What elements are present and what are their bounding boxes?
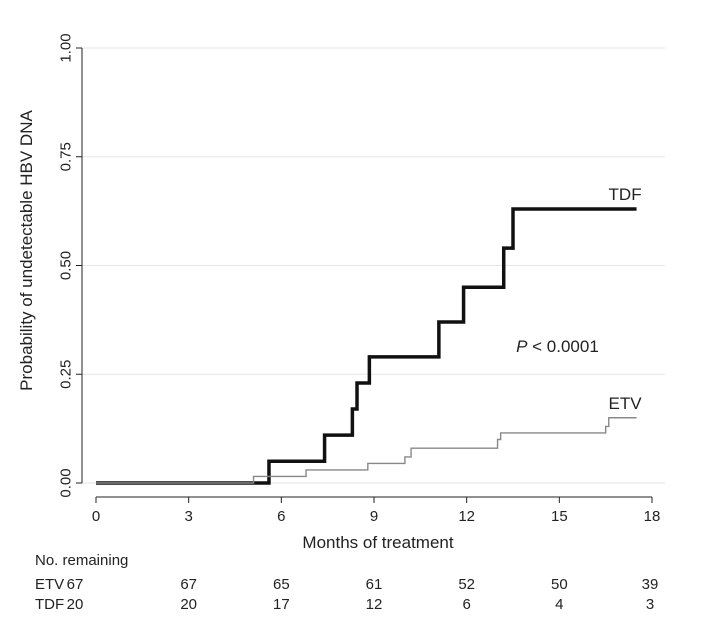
grid [82, 47, 665, 484]
p-value-annotation: P < 0.0001 [516, 337, 599, 356]
x-tick-label: 3 [184, 508, 192, 525]
series-line-tdf [96, 207, 637, 485]
risk-table-title: No. remaining [35, 552, 129, 569]
series-line-etv [96, 417, 637, 484]
risk-cell: 65 [272, 576, 290, 593]
risk-cell: 6 [462, 596, 471, 613]
x-tick-label: 0 [92, 508, 100, 525]
risk-cell: 52 [458, 576, 475, 593]
risk-cell: 17 [272, 596, 290, 613]
y-tick-label: 0.75 [58, 142, 75, 171]
risk-cell: 20 [180, 596, 197, 613]
x-tick-label: 15 [551, 508, 568, 525]
series-label-etv: ETV [609, 394, 643, 413]
risk-cell: 4 [555, 596, 564, 613]
x-tick-label: 6 [277, 508, 285, 525]
x-tick-label: 12 [458, 508, 475, 525]
risk-cell: 50 [550, 576, 568, 593]
x-axis-title: Months of treatment [302, 533, 453, 552]
y-tick-label: 1.00 [58, 33, 75, 62]
risk-row-label-tdf: TDF [35, 596, 65, 613]
p-value-text: < 0.0001 [527, 337, 598, 356]
risk-row-label-etv: ETV [35, 576, 65, 593]
y-tick-label: 0.00 [58, 468, 75, 497]
axes: 0.00 0.25 0.50 0.75 1.00 0 3 6 9 12 15 18 [58, 33, 661, 525]
risk-cell: 3 [645, 596, 655, 613]
risk-cell: 67 [180, 576, 197, 593]
risk-cell: 39 [641, 576, 659, 593]
x-tick-label: 9 [370, 508, 378, 525]
risk-cell: 61 [365, 576, 383, 593]
x-tick-label: 18 [644, 508, 661, 525]
p-value-symbol: P [516, 337, 528, 356]
series-label-tdf: TDF [609, 185, 642, 204]
risk-cell: 20 [66, 596, 84, 613]
y-tick-label: 0.25 [58, 360, 75, 389]
risk-cell: 67 [66, 576, 84, 593]
y-tick-label: 0.50 [58, 251, 75, 280]
risk-cell: 12 [365, 596, 383, 613]
y-axis-title: Probability of undetectable HBV DNA [17, 110, 36, 391]
series-layer [96, 207, 637, 485]
